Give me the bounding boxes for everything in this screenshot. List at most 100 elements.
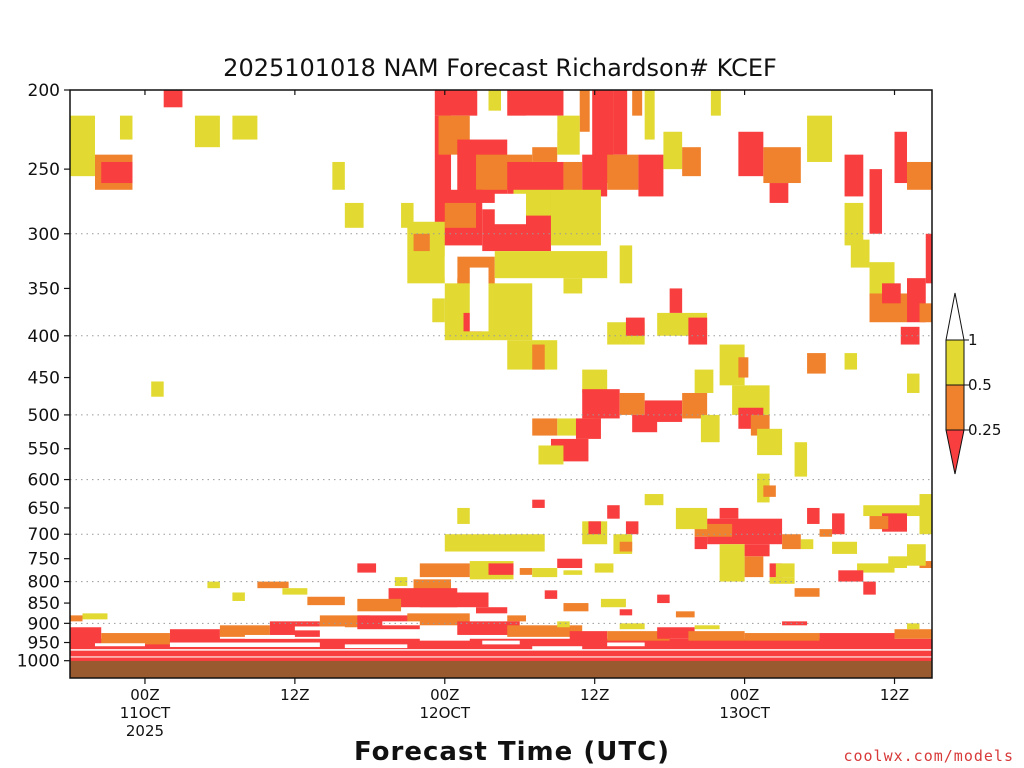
ri-cell-red [932, 516, 944, 529]
ri-cell-yellow [332, 161, 345, 190]
ri-cell-orange [744, 633, 820, 641]
ri-cell-orange [763, 485, 776, 497]
gridlines [70, 233, 932, 624]
ri-cell-yellow [207, 581, 220, 589]
ri-gap [469, 267, 489, 332]
y-tick-label: 350 [28, 279, 60, 299]
y-tick-label: 850 [28, 594, 60, 614]
ri-cell-orange [994, 629, 1024, 637]
colorbar-label: 0.25 [968, 421, 1001, 439]
ri-cell-yellow [757, 428, 783, 456]
ri-cell-yellow [119, 115, 133, 140]
ri-cell-red [544, 590, 558, 599]
x-axis-label: Forecast Time (UTC) [354, 737, 670, 767]
ri-cell-yellow [800, 539, 814, 550]
ri-cell-orange [869, 516, 889, 530]
ri-cell-red [569, 631, 608, 641]
ri-cell-yellow [82, 613, 108, 620]
y-tick-label: 250 [28, 160, 60, 180]
y-tick-label: 750 [28, 550, 60, 570]
x-tick-label: 12Z [880, 686, 909, 704]
ri-cell-orange [675, 611, 695, 618]
x-tick-label: 00Z [430, 686, 459, 704]
ri-cell-yellow [944, 505, 969, 518]
ri-cell-red [944, 631, 1006, 641]
ri-gap [607, 642, 645, 647]
ri-cell-red [982, 534, 1024, 551]
ri-cell-yellow [719, 544, 745, 582]
ri-cell-orange [919, 561, 932, 569]
ri-cell-red [894, 131, 908, 184]
ri-cell-red [838, 570, 864, 582]
ri-cell-red [932, 169, 944, 203]
ri-cell-orange [70, 615, 83, 622]
x-tick-label: 12Z [280, 686, 309, 704]
ri-cell-yellow [444, 534, 545, 552]
ri-cell-red [163, 90, 183, 108]
ri-cell-yellow [694, 625, 720, 630]
ri-cell-yellow [888, 556, 908, 569]
ri-cell-red [694, 536, 708, 550]
ri-cell-orange [957, 582, 982, 589]
ri-gap [169, 642, 320, 647]
y-tick-label: 1000 [17, 652, 60, 672]
ri-cell-yellow [663, 131, 683, 170]
ri-cell-yellow [619, 245, 633, 284]
ri-cell-red [688, 317, 708, 345]
ri-cell-yellow [344, 202, 364, 228]
ri-cell-yellow [857, 563, 895, 573]
ri-cell-red [738, 131, 764, 177]
ri-cell-red [925, 233, 932, 284]
ri-cell-orange [507, 625, 583, 637]
ri-cell-yellow [807, 115, 833, 162]
ri-cell-orange [819, 529, 833, 537]
ri-cell-orange [413, 579, 452, 591]
y-tick-label: 450 [28, 369, 60, 389]
ri-cell-orange [619, 541, 633, 552]
ri-cell-yellow [863, 505, 920, 517]
ri-cell-orange [807, 353, 826, 374]
ri-cell-orange [738, 357, 749, 378]
ri-cell-yellow [488, 90, 501, 111]
colorbar-0.25-to-0.5 [945, 384, 965, 431]
ri-cell-yellow [232, 592, 245, 601]
ri-cell-yellow [557, 621, 570, 628]
ri-cell-yellow [594, 563, 614, 573]
ri-cell-yellow [844, 353, 858, 370]
ri-cell-red [357, 563, 377, 573]
ri-cell-yellow [932, 597, 957, 603]
plot-area [70, 90, 1024, 678]
ri-cell-yellow [494, 251, 608, 279]
ri-cell-orange [357, 598, 402, 612]
ri-cell-red [575, 418, 601, 439]
ri-cell-orange [632, 90, 643, 116]
ri-cell-red [994, 508, 1024, 524]
ri-cell-red [613, 90, 628, 155]
ri-cell-yellow [775, 563, 795, 578]
ri-cell-orange [688, 631, 745, 641]
ri-cell-orange [319, 615, 370, 628]
ri-cell-yellow [969, 488, 981, 502]
ri-cell-red [1013, 549, 1024, 572]
ri-cell-yellow [432, 298, 445, 323]
ri-cell-orange [563, 603, 589, 612]
ri-cell-red [638, 154, 664, 197]
ri-cell-red [669, 288, 683, 313]
y-tick-label: 500 [28, 406, 60, 426]
ri-cell-orange [444, 202, 477, 228]
ri-cell-red [434, 90, 478, 116]
ri-cell-red [557, 558, 583, 569]
ri-cell-red [582, 389, 620, 419]
ri-cell-yellow [844, 202, 864, 246]
ri-cell-orange [219, 625, 270, 637]
ri-cell-yellow [769, 577, 795, 584]
ri-cell-red [744, 544, 770, 557]
ri-cell-yellow [532, 568, 558, 578]
ri-gap [344, 644, 408, 649]
ri-cell-yellow [538, 445, 564, 465]
ri-cell-red [625, 317, 645, 336]
ri-cell-orange [907, 161, 932, 190]
ri-cell-red [819, 633, 895, 641]
